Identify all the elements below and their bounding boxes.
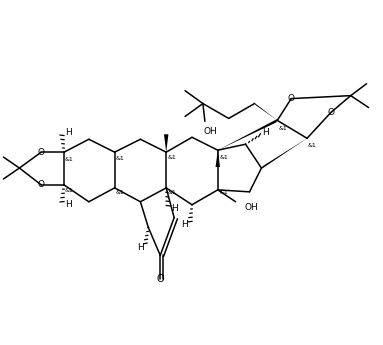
Text: O: O <box>327 108 334 117</box>
Polygon shape <box>164 134 169 152</box>
Text: H: H <box>137 243 144 252</box>
Text: &1: &1 <box>116 156 124 161</box>
Text: OH: OH <box>245 203 259 212</box>
Text: &1: &1 <box>308 143 317 148</box>
Text: &1: &1 <box>167 155 176 160</box>
Polygon shape <box>253 102 277 120</box>
Text: H: H <box>65 200 71 209</box>
Text: H: H <box>171 204 177 213</box>
Text: O: O <box>288 94 295 103</box>
Text: O: O <box>38 180 45 189</box>
Polygon shape <box>216 150 220 167</box>
Text: &1: &1 <box>167 190 176 195</box>
Polygon shape <box>218 118 278 150</box>
Text: &1: &1 <box>220 190 229 195</box>
Text: H: H <box>65 128 71 137</box>
Text: &1: &1 <box>65 157 74 161</box>
Text: &1: &1 <box>116 190 124 195</box>
Text: O: O <box>38 148 45 157</box>
Text: &1: &1 <box>220 155 229 160</box>
Text: OH: OH <box>204 127 218 136</box>
Text: H: H <box>262 128 269 137</box>
Text: &1: &1 <box>278 126 287 131</box>
Text: H: H <box>181 220 187 229</box>
Text: O: O <box>156 274 164 284</box>
Polygon shape <box>260 138 307 170</box>
Text: &1: &1 <box>65 188 74 193</box>
